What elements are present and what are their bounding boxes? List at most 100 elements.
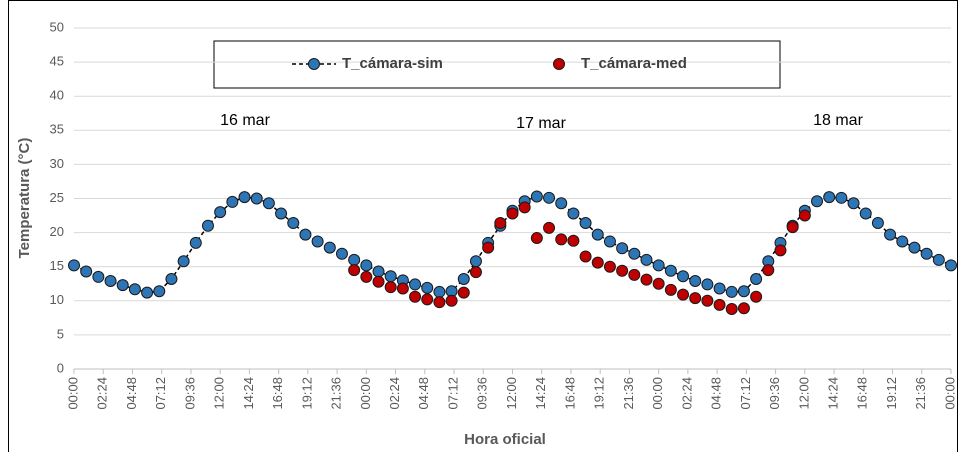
data-point [116,279,129,292]
legend-box [213,40,781,89]
data-point [518,201,531,214]
data-point [725,302,738,315]
data-point [262,197,275,210]
data-point [603,235,616,248]
x-tick-label: 00:00 [942,377,957,410]
data-point [750,272,763,285]
data-point [141,286,154,299]
data-point [372,265,385,278]
x-tick-label: 04:48 [124,377,139,410]
data-point [335,247,348,260]
x-tick-label: 00:00 [650,377,665,410]
data-point [238,191,251,204]
annotation: 16 mar [220,112,270,129]
data-point [737,302,750,315]
y-tick-label: 5 [57,326,64,341]
data-point [530,190,543,203]
y-tick-label: 10 [50,292,64,307]
data-point [945,259,957,272]
annotation: 17 mar [516,115,566,132]
data-point [579,250,592,263]
x-tick-label: 07:12 [153,377,168,410]
data-point [92,270,105,283]
data-point [250,192,263,205]
y-tick-label: 35 [50,122,64,137]
data-point [920,247,933,260]
x-tick-label: 00:00 [65,377,80,410]
data-point [896,235,909,248]
x-tick-label: 21:36 [913,377,928,410]
y-tick-label: 45 [50,54,64,69]
data-point [506,207,519,220]
data-point [445,294,458,307]
data-point [360,259,373,272]
data-point [80,265,93,278]
x-axis-title: Hora oficial [464,431,546,448]
data-point [762,264,775,277]
annotation: 18 mar [813,112,863,129]
x-tick-label: 04:48 [416,377,431,410]
legend-marker [553,58,565,70]
x-tick-label: 09:36 [475,377,490,410]
data-point [360,270,373,283]
data-point [652,259,665,272]
data-point [652,277,665,290]
x-tick-label: 12:00 [796,377,811,410]
data-point [774,244,787,257]
data-point [299,228,312,241]
data-point [677,270,690,283]
data-point [287,217,300,230]
legend-label: T_cámara-sim [342,55,443,72]
data-point [189,236,202,249]
data-point [68,259,80,272]
data-point [494,217,507,230]
data-point [640,273,653,286]
data-point [104,275,117,288]
data-point [567,207,580,220]
data-point [823,191,836,204]
data-point [421,281,434,294]
data-point [165,272,178,285]
x-tick-label: 09:36 [182,377,197,410]
data-point [421,293,434,306]
data-point [628,247,641,260]
data-point [201,219,214,232]
data-point [530,232,543,245]
data-point [469,266,482,279]
data-point [457,286,470,299]
data-point [811,195,824,208]
data-point [433,296,446,309]
x-tick-label: 00:00 [358,377,373,410]
x-tick-label: 14:24 [533,377,548,410]
data-point [689,275,702,288]
x-tick-label: 12:00 [504,377,519,410]
data-point [908,241,921,254]
data-point [214,206,227,219]
x-tick-label: 14:24 [826,377,841,410]
legend-label: T_cámara-med [581,55,687,72]
y-tick-label: 50 [50,19,64,34]
data-point [396,282,409,295]
x-tick-label: 16:48 [855,377,870,410]
x-tick-label: 16:48 [562,377,577,410]
data-point [153,285,166,298]
data-point [482,241,495,254]
x-tick-label: 02:24 [95,377,110,410]
data-point [226,195,239,208]
data-point [603,260,616,273]
data-point [409,290,422,303]
data-point [616,264,629,277]
data-point [932,253,945,266]
data-point [628,268,641,281]
data-point [725,285,738,298]
data-point [469,255,482,268]
data-point [323,241,336,254]
data-point [433,285,446,298]
data-point [543,191,556,204]
data-point [664,283,677,296]
legend-marker [308,58,320,70]
data-point [713,282,726,295]
x-tick-label: 19:12 [592,377,607,410]
y-tick-label: 40 [50,88,64,103]
